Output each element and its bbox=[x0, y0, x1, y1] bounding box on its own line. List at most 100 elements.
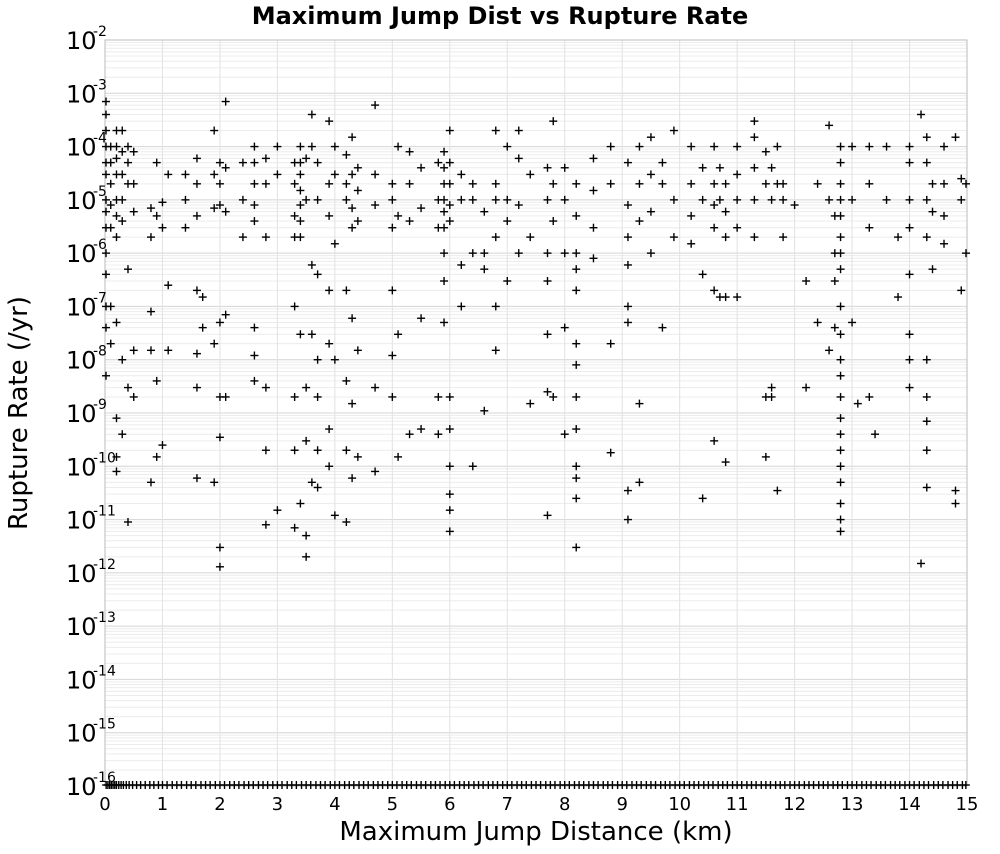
data-point bbox=[158, 223, 167, 232]
data-point bbox=[928, 207, 937, 216]
data-point bbox=[342, 195, 351, 204]
data-point bbox=[388, 351, 397, 360]
y-tick-label: 10-4 bbox=[66, 131, 107, 162]
grid-lines bbox=[104, 40, 968, 787]
data-point bbox=[273, 506, 282, 515]
data-point bbox=[836, 462, 845, 471]
data-point bbox=[836, 355, 845, 364]
data-point bbox=[917, 110, 926, 119]
data-point bbox=[549, 392, 558, 401]
data-point bbox=[164, 281, 173, 290]
data-point bbox=[514, 126, 523, 135]
data-point bbox=[118, 355, 127, 364]
data-point bbox=[526, 233, 535, 242]
data-point bbox=[445, 201, 454, 210]
data-point bbox=[302, 436, 311, 445]
data-point bbox=[865, 179, 874, 188]
data-point bbox=[572, 211, 581, 220]
data-point bbox=[825, 195, 834, 204]
y-tick-label: 10-8 bbox=[66, 344, 107, 375]
data-point bbox=[951, 133, 960, 142]
data-point bbox=[882, 142, 891, 151]
data-point bbox=[549, 117, 558, 126]
data-point bbox=[112, 318, 121, 327]
data-point bbox=[261, 233, 270, 242]
y-tick-base: 10 bbox=[66, 134, 97, 162]
data-point bbox=[296, 142, 305, 151]
data-point bbox=[836, 142, 845, 151]
y-tick-exponent: -14 bbox=[93, 663, 116, 679]
data-point bbox=[221, 207, 230, 216]
data-point bbox=[371, 383, 380, 392]
data-point bbox=[342, 376, 351, 385]
data-point bbox=[440, 207, 449, 216]
data-point bbox=[623, 486, 632, 495]
y-tick-base: 10 bbox=[66, 187, 97, 215]
data-point bbox=[198, 293, 207, 302]
floor-points bbox=[102, 781, 970, 789]
data-point bbox=[445, 506, 454, 515]
data-point bbox=[623, 201, 632, 210]
data-point bbox=[957, 174, 966, 183]
data-point bbox=[106, 179, 115, 188]
data-point bbox=[572, 425, 581, 434]
data-point bbox=[296, 158, 305, 167]
data-points bbox=[102, 97, 970, 571]
data-point bbox=[623, 158, 632, 167]
data-point bbox=[836, 233, 845, 242]
data-point bbox=[733, 195, 742, 204]
data-point bbox=[445, 462, 454, 471]
data-point bbox=[215, 433, 224, 442]
data-point bbox=[440, 195, 449, 204]
data-point bbox=[940, 211, 949, 220]
data-point bbox=[440, 223, 449, 232]
data-point bbox=[572, 360, 581, 369]
data-point bbox=[417, 204, 426, 213]
data-point bbox=[215, 318, 224, 327]
data-point bbox=[307, 478, 316, 487]
data-point bbox=[480, 249, 489, 258]
data-point bbox=[307, 142, 316, 151]
data-point bbox=[698, 270, 707, 279]
data-point bbox=[394, 452, 403, 461]
data-point bbox=[721, 458, 730, 467]
data-point bbox=[330, 239, 339, 248]
y-tick-base: 10 bbox=[66, 400, 97, 428]
data-point bbox=[102, 97, 110, 106]
y-tick-label: 10-7 bbox=[66, 290, 107, 321]
data-point bbox=[353, 217, 362, 226]
data-point bbox=[733, 142, 742, 151]
data-point bbox=[215, 201, 224, 210]
data-point bbox=[480, 265, 489, 274]
data-point bbox=[192, 474, 201, 483]
data-point bbox=[905, 195, 914, 204]
data-point bbox=[491, 302, 500, 311]
data-point bbox=[210, 204, 219, 213]
data-point bbox=[261, 154, 270, 163]
data-point bbox=[457, 170, 466, 179]
data-point bbox=[112, 211, 121, 220]
data-point bbox=[773, 142, 782, 151]
y-tick-label: 10-11 bbox=[66, 504, 116, 535]
data-point bbox=[836, 371, 845, 380]
data-point bbox=[192, 349, 201, 358]
data-point bbox=[215, 158, 224, 167]
data-point bbox=[802, 277, 811, 286]
data-point bbox=[836, 430, 845, 439]
data-point bbox=[296, 499, 305, 508]
data-point bbox=[290, 392, 299, 401]
data-point bbox=[635, 179, 644, 188]
data-point bbox=[102, 126, 110, 135]
data-point bbox=[302, 531, 311, 540]
data-point bbox=[646, 249, 655, 258]
data-point bbox=[658, 158, 667, 167]
data-point bbox=[313, 483, 322, 492]
data-point bbox=[348, 223, 357, 232]
data-point bbox=[526, 399, 535, 408]
data-point bbox=[417, 314, 426, 323]
data-point bbox=[261, 520, 270, 529]
y-tick-exponent: -10 bbox=[93, 450, 116, 466]
data-point bbox=[112, 452, 121, 461]
data-point bbox=[922, 195, 931, 204]
